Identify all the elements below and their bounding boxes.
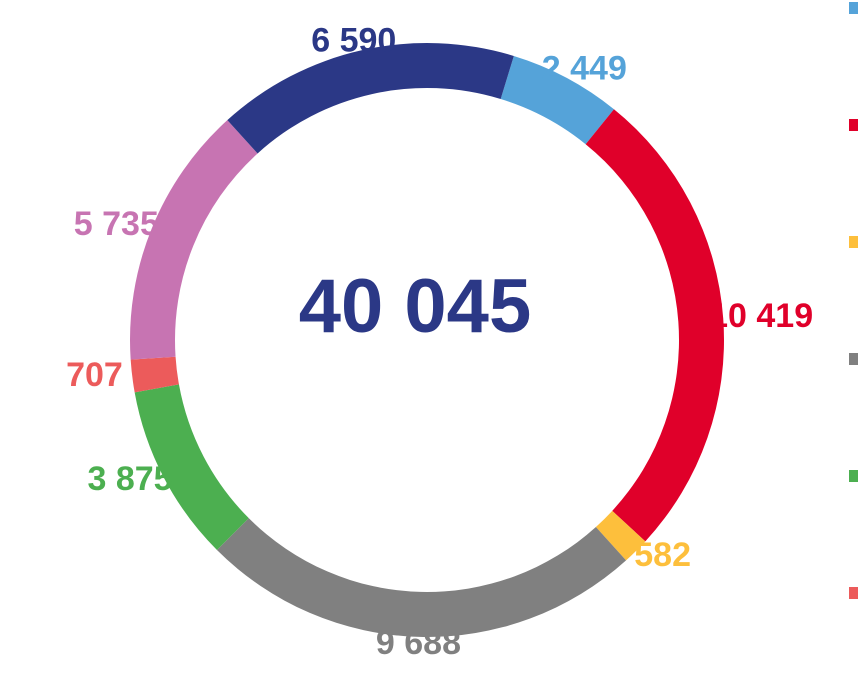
donut-slice bbox=[500, 55, 614, 145]
center-total: 40 045 bbox=[299, 264, 531, 349]
legend-swatch bbox=[849, 353, 858, 365]
donut-slice bbox=[595, 510, 646, 561]
value-label: 2 449 bbox=[542, 50, 627, 88]
donut-slice bbox=[227, 42, 514, 154]
value-label: 6 590 bbox=[311, 21, 396, 59]
donut-slice bbox=[134, 384, 249, 550]
value-label: 582 bbox=[634, 536, 691, 574]
donut-slice bbox=[130, 356, 179, 393]
value-label: 10 419 bbox=[709, 297, 813, 335]
value-label: 3 875 bbox=[88, 460, 173, 498]
legend-swatch bbox=[849, 119, 858, 131]
legend-swatch bbox=[849, 470, 858, 482]
value-label: 5 735 bbox=[74, 205, 159, 243]
donut-slice bbox=[585, 109, 724, 542]
legend-swatch bbox=[849, 587, 858, 599]
value-label: 9 688 bbox=[376, 624, 461, 662]
value-label: 707 bbox=[66, 356, 123, 394]
donut-slice bbox=[216, 518, 627, 638]
legend-swatch bbox=[849, 2, 858, 14]
legend-swatch bbox=[849, 236, 858, 248]
donut-slice bbox=[130, 120, 258, 360]
